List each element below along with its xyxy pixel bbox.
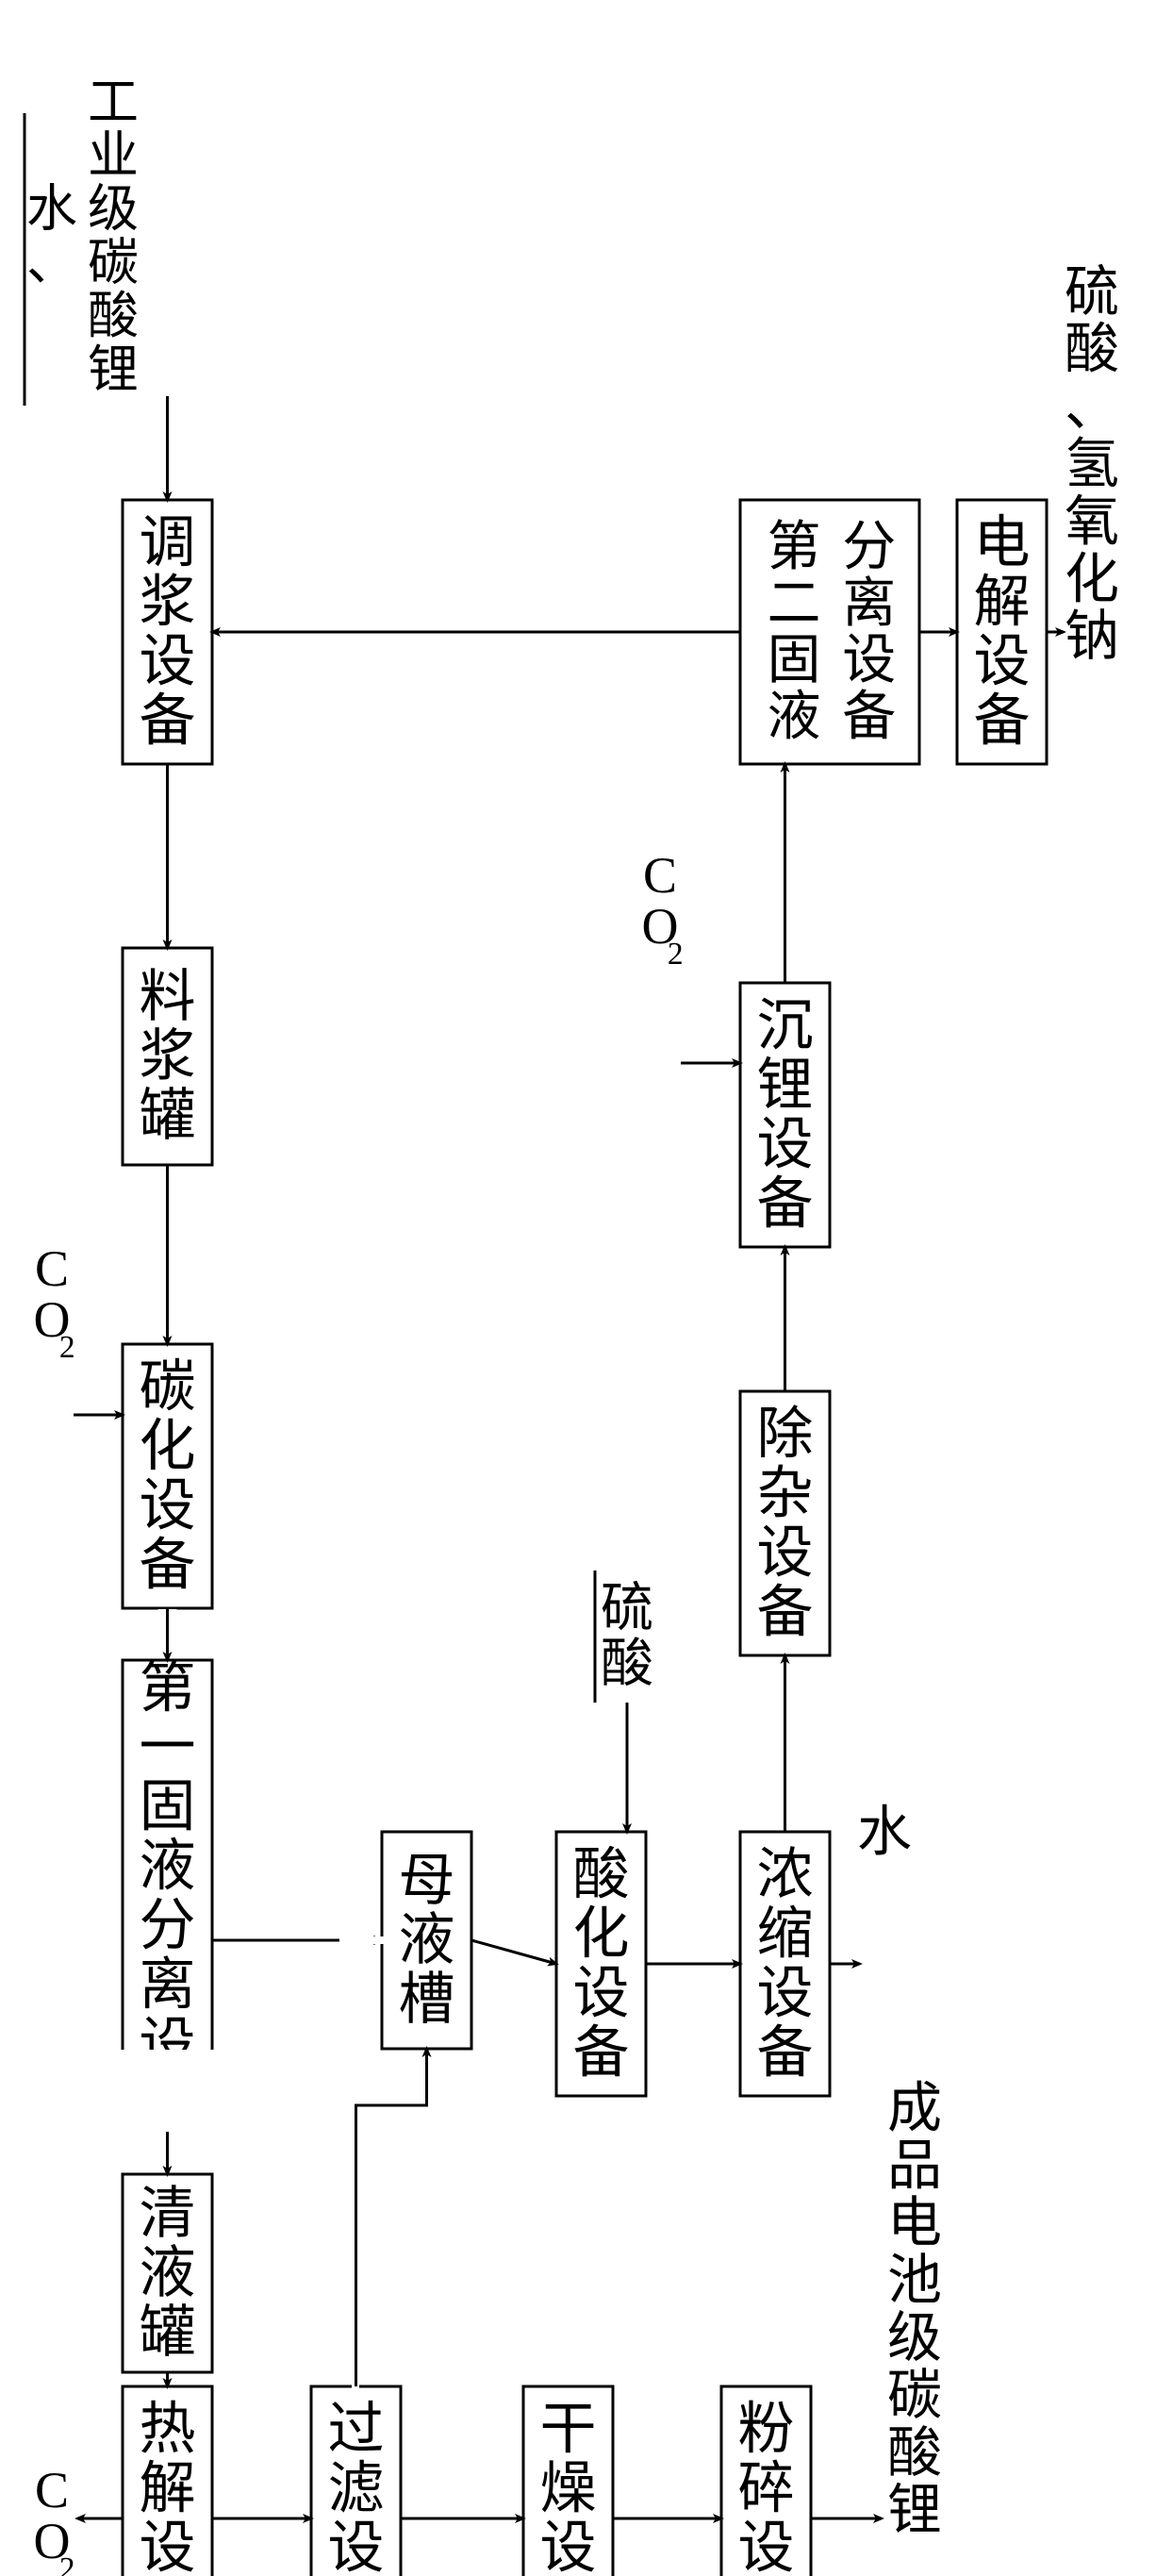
svg-text:2: 2: [59, 1330, 75, 1365]
svg-text:一: 一: [140, 1717, 196, 1779]
svg-text:、: 、: [1065, 376, 1119, 438]
svg-text:杂: 杂: [757, 1463, 814, 1525]
svg-text:酸: 酸: [887, 2422, 942, 2484]
svg-text:池: 池: [887, 2250, 942, 2311]
svg-text:备: 备: [140, 690, 196, 753]
svg-text:酸: 酸: [573, 1844, 630, 1906]
svg-text:化: 化: [573, 1903, 630, 1966]
svg-text:碎: 碎: [738, 2458, 795, 2520]
svg-text:酸: 酸: [1065, 319, 1119, 380]
svg-text:硫: 硫: [601, 1580, 653, 1638]
svg-text:化: 化: [1065, 548, 1119, 609]
svg-text:碳: 碳: [887, 2365, 942, 2426]
svg-text:料: 料: [140, 966, 196, 1028]
svg-text:备: 备: [757, 2022, 814, 2085]
svg-text:备: 备: [140, 1535, 196, 1597]
svg-text:锂: 锂: [887, 2480, 942, 2541]
svg-text:浆: 浆: [140, 572, 196, 634]
svg-text:浓: 浓: [757, 1844, 814, 1906]
svg-text:分: 分: [140, 1895, 196, 1957]
svg-text:碳: 碳: [88, 234, 139, 291]
svg-text:钠: 钠: [1065, 606, 1119, 667]
svg-text:热: 热: [140, 2399, 196, 2461]
svg-text:C: C: [643, 847, 677, 904]
svg-text:电: 电: [887, 2192, 942, 2253]
svg-text:设: 设: [328, 2518, 385, 2576]
svg-text:浆: 浆: [140, 1025, 196, 1088]
svg-text:品: 品: [887, 2135, 942, 2196]
svg-text:液: 液: [140, 1836, 196, 1898]
svg-text:液: 液: [768, 687, 821, 746]
svg-text:缩: 缩: [757, 1903, 814, 1966]
svg-text:固: 固: [140, 1776, 196, 1838]
svg-text:级: 级: [88, 181, 139, 238]
svg-text:备: 备: [757, 1173, 814, 1236]
svg-text:液: 液: [399, 1909, 455, 1971]
svg-text:燥: 燥: [540, 2458, 597, 2520]
svg-text:清: 清: [140, 2183, 196, 2245]
svg-text:、: 、: [26, 234, 77, 291]
svg-text:氢: 氢: [1065, 434, 1119, 495]
svg-text:设: 设: [140, 1475, 196, 1537]
svg-text:固: 固: [768, 630, 821, 690]
svg-text:离: 离: [140, 1954, 196, 2017]
svg-text:锂: 锂: [757, 1055, 814, 1117]
svg-text:备: 备: [842, 687, 896, 746]
svg-text:设: 设: [757, 1114, 814, 1176]
svg-text:设: 设: [140, 631, 196, 693]
svg-text:沉: 沉: [757, 995, 814, 1057]
svg-text:工: 工: [88, 74, 139, 130]
svg-text:设: 设: [842, 630, 896, 690]
svg-text:设: 设: [738, 2518, 795, 2576]
svg-text:锂: 锂: [88, 341, 139, 398]
svg-text:C: C: [35, 2462, 69, 2518]
svg-text:解: 解: [974, 572, 1031, 634]
svg-text:母: 母: [399, 1850, 455, 1912]
svg-text:水: 水: [26, 181, 77, 238]
svg-text:设: 设: [757, 1522, 814, 1585]
svg-text:酸: 酸: [601, 1635, 653, 1693]
svg-text:2: 2: [59, 2551, 75, 2576]
svg-text:硫: 硫: [1065, 261, 1119, 323]
svg-text:罐: 罐: [140, 1085, 196, 1147]
svg-text:备: 备: [573, 2022, 630, 2085]
svg-text:调: 调: [140, 512, 196, 574]
svg-text:罐: 罐: [140, 2302, 196, 2364]
svg-text:液: 液: [140, 2242, 196, 2304]
svg-text:备: 备: [757, 1582, 814, 1644]
svg-text:备: 备: [974, 690, 1031, 753]
svg-text:滤: 滤: [328, 2458, 385, 2520]
svg-text:除: 除: [757, 1404, 814, 1466]
svg-text:水: 水: [857, 1802, 912, 1863]
svg-text:分: 分: [842, 518, 896, 577]
svg-text:碳: 碳: [140, 1356, 196, 1419]
svg-text:干: 干: [540, 2399, 597, 2461]
svg-text:电: 电: [974, 512, 1031, 574]
svg-text:槽: 槽: [399, 1969, 455, 2031]
svg-text:解: 解: [140, 2458, 196, 2520]
svg-text:C: C: [35, 1240, 69, 1297]
svg-text:级: 级: [887, 2307, 942, 2368]
svg-text:成: 成: [887, 2077, 942, 2138]
svg-text:业: 业: [88, 127, 139, 184]
svg-text:离: 离: [842, 574, 896, 634]
svg-text:二: 二: [768, 574, 821, 634]
svg-text:设: 设: [140, 2518, 196, 2576]
svg-text:酸: 酸: [88, 288, 139, 344]
svg-text:粉: 粉: [738, 2399, 795, 2461]
svg-text:设: 设: [573, 1963, 630, 2025]
svg-text:设: 设: [757, 1963, 814, 2025]
svg-text:设: 设: [540, 2518, 597, 2576]
svg-text:第: 第: [768, 518, 821, 577]
svg-text:过: 过: [328, 2399, 385, 2461]
svg-text:化: 化: [140, 1416, 196, 1478]
svg-text:第: 第: [140, 1657, 196, 1720]
svg-text:设: 设: [974, 631, 1031, 693]
svg-text:2: 2: [668, 937, 684, 972]
svg-text:氧: 氧: [1065, 490, 1119, 552]
